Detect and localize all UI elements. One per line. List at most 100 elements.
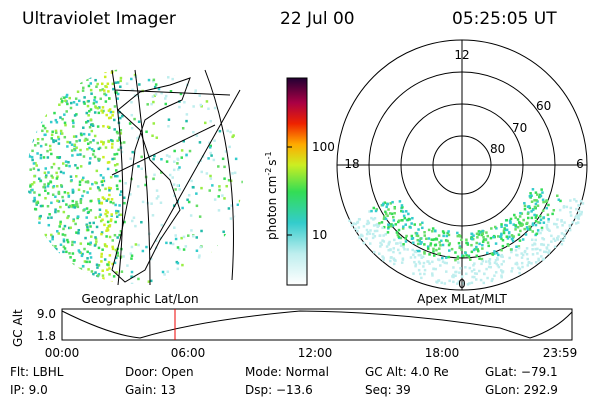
pixel: [99, 283, 103, 284]
pixel: [569, 210, 572, 214]
pixel: [106, 167, 110, 171]
pixel: [420, 276, 423, 280]
pixel: [181, 206, 184, 210]
pixel: [448, 242, 452, 245]
pixel: [201, 267, 204, 270]
pixel: [542, 200, 545, 204]
pixel: [371, 232, 375, 236]
pixel: [182, 235, 186, 239]
pixel: [66, 102, 69, 106]
pixel: [240, 251, 243, 254]
pixel: [580, 210, 583, 214]
pixel: [96, 141, 99, 145]
timeline-axis-label: GC Alt: [11, 309, 25, 347]
pixel: [217, 195, 220, 198]
pixel: [123, 220, 126, 224]
pixel: [534, 238, 537, 242]
pixel: [465, 238, 468, 242]
pixel: [384, 217, 388, 221]
pixel: [236, 231, 240, 235]
pixel: [454, 270, 457, 274]
pixel: [112, 87, 115, 91]
pixel: [98, 208, 102, 211]
pixel: [213, 198, 217, 201]
pixel: [137, 277, 140, 281]
pixel: [151, 134, 154, 137]
pixel: [472, 264, 475, 267]
pixel: [563, 233, 566, 236]
pixel: [222, 230, 225, 234]
pixel: [422, 261, 426, 265]
pixel: [109, 281, 112, 284]
pixel: [34, 271, 38, 274]
pixel: [116, 174, 119, 178]
pixel: [182, 248, 186, 251]
pixel: [182, 139, 186, 143]
pixel: [508, 235, 511, 239]
pixel: [92, 139, 95, 142]
pixel: [115, 152, 119, 156]
pixel: [435, 280, 438, 284]
pixel: [30, 155, 34, 159]
pixel: [28, 191, 32, 194]
pixel: [213, 139, 216, 142]
pixel: [98, 188, 101, 192]
pixel: [550, 234, 553, 238]
pixel: [239, 126, 243, 129]
pixel: [27, 251, 30, 254]
pixel: [552, 222, 556, 226]
pixel: [83, 102, 86, 105]
pixel: [46, 149, 49, 153]
pixel: [519, 229, 522, 233]
pixel: [167, 118, 171, 121]
pixel: [457, 261, 460, 264]
pixel: [94, 243, 98, 246]
pixel: [218, 185, 221, 188]
pixel: [47, 282, 50, 284]
pixel: [387, 248, 390, 252]
pixel: [111, 245, 114, 249]
pixel: [241, 243, 243, 246]
pixel: [535, 214, 538, 217]
pixel: [199, 245, 202, 249]
pixel: [176, 261, 180, 265]
pixel: [62, 245, 66, 249]
pixel: [441, 230, 445, 233]
pixel: [122, 196, 126, 200]
pixel: [44, 237, 48, 240]
pixel: [30, 255, 34, 259]
pixel: [57, 135, 60, 139]
pixel: [475, 241, 478, 245]
pixel: [137, 165, 140, 168]
pixel: [380, 221, 384, 224]
pixel: [70, 270, 74, 274]
pixel: [52, 162, 56, 166]
pixel: [27, 203, 30, 207]
pixel: [195, 192, 198, 195]
pixel: [79, 81, 83, 85]
pixel: [93, 99, 96, 102]
pixel: [506, 237, 510, 240]
pixel: [210, 154, 213, 157]
pixel: [34, 222, 38, 226]
pixel: [119, 129, 123, 132]
pixel: [72, 125, 75, 128]
pixel: [474, 278, 478, 281]
pixel: [185, 153, 188, 157]
pixel: [42, 274, 46, 278]
pixel: [80, 133, 83, 137]
pixel: [42, 86, 46, 90]
pixel: [116, 251, 119, 255]
pixel: [55, 184, 59, 188]
pixel: [110, 138, 113, 142]
pixel: [510, 250, 513, 254]
pixel: [518, 267, 522, 271]
pixel: [79, 267, 83, 271]
pixel: [129, 157, 132, 160]
pixel: [53, 247, 56, 250]
pixel: [59, 220, 62, 224]
pixel: [63, 121, 67, 125]
pixel: [565, 205, 569, 209]
pixel: [527, 260, 531, 264]
caption: Apex MLat/MLT: [417, 292, 507, 306]
